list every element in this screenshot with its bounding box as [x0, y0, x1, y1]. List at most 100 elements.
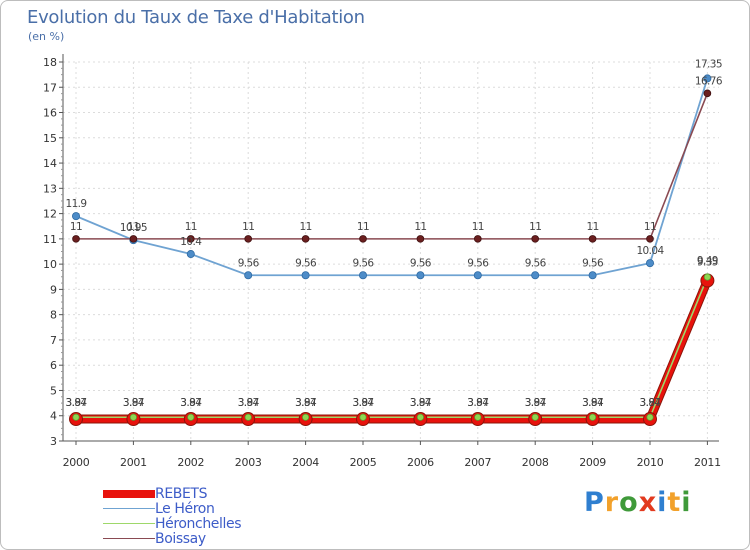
data-label-le-heron: 9.56 — [410, 257, 432, 269]
data-label-boissay: 16.76 — [695, 75, 723, 87]
x-tick-label: 2011 — [694, 456, 721, 469]
x-tick-label: 2006 — [407, 456, 434, 469]
y-tick-label: 17 — [43, 81, 57, 94]
data-label-boissay: 11 — [644, 221, 656, 233]
data-label-boissay: 11 — [127, 221, 139, 233]
x-tick-label: 2009 — [579, 456, 606, 469]
chart-subtitle: (en %) — [28, 30, 65, 43]
legend-label: REBETS — [155, 485, 208, 502]
x-tick-label: 2008 — [522, 456, 549, 469]
data-label-boissay: 11 — [472, 221, 484, 233]
point-heronchelles — [588, 413, 597, 421]
point-le-heron — [416, 271, 425, 280]
point-le-heron — [358, 271, 367, 280]
legend-swatch — [103, 489, 155, 498]
data-label-rebets: 3.87 — [467, 397, 488, 409]
data-label-heronchelles: 3.94 — [467, 397, 489, 409]
data-label-heronchelles: 3.94 — [295, 397, 317, 409]
data-label-rebets: 3.87 — [410, 397, 431, 409]
series-line-heronchelles — [76, 276, 709, 419]
legend-label: Boissay — [155, 530, 206, 547]
point-heronchelles — [72, 413, 80, 421]
point-heronchelles — [129, 413, 137, 421]
point-heronchelles — [531, 413, 539, 421]
y-tick-label: 3 — [50, 435, 57, 448]
data-label-le-heron: 10.04 — [636, 245, 664, 257]
chart-legend: REBETS Le Héron Héronchelles Boissay — [103, 485, 242, 547]
data-label-heronchelles: 3.94 — [582, 397, 604, 409]
data-label-le-heron: 9.56 — [238, 257, 260, 269]
data-label-boissay: 11 — [414, 221, 426, 233]
y-tick-label: 4 — [50, 410, 57, 423]
data-label-rebets: 3.87 — [295, 397, 316, 409]
point-le-heron — [244, 271, 253, 280]
y-tick-label: 12 — [43, 208, 57, 221]
proxiti-logo: Proxiti — [584, 487, 692, 518]
data-label-heronchelles: 3.94 — [66, 397, 88, 409]
y-tick-label: 6 — [50, 359, 57, 372]
legend-swatch — [103, 507, 155, 510]
series-line-rebets — [72, 277, 711, 423]
point-le-heron — [301, 271, 310, 280]
chart-title: Evolution du Taux de Taxe d'Habitation — [27, 7, 365, 28]
y-tick-label: 18 — [43, 56, 57, 69]
point-heronchelles — [474, 413, 482, 421]
data-label-rebets: 3.87 — [640, 397, 661, 409]
data-label-rebets: 3.87 — [238, 397, 259, 409]
point-le-heron — [186, 250, 195, 259]
data-label-le-heron: 17.35 — [695, 58, 722, 70]
data-label-boissay: 11 — [529, 221, 541, 233]
logo-letter: P — [584, 487, 605, 518]
data-label-heronchelles: 3.94 — [525, 397, 547, 409]
x-tick-label: 2004 — [292, 456, 319, 469]
legend-item: Héronchelles — [103, 515, 242, 532]
series-line-rebets-outline — [71, 276, 712, 424]
y-tick-label: 8 — [50, 309, 57, 322]
data-label-rebets: 3.87 — [66, 397, 87, 409]
legend-swatch — [103, 537, 155, 540]
y-tick-label: 15 — [43, 132, 57, 145]
point-boissay — [646, 235, 654, 243]
data-label-boissay: 11 — [587, 221, 599, 233]
point-boissay — [703, 89, 712, 98]
data-label-heronchelles: 9.49 — [697, 255, 718, 267]
y-tick-label: 7 — [50, 334, 57, 347]
y-tick-label: 10 — [43, 258, 57, 271]
logo-letter: i — [657, 487, 668, 518]
legend-label: Héronchelles — [155, 515, 242, 532]
logo-letter: i — [681, 487, 692, 518]
x-tick-label: 2000 — [63, 456, 90, 469]
y-tick-label: 11 — [43, 233, 57, 246]
data-label-boissay: 11 — [242, 221, 254, 233]
data-label-heronchelles: 3.94 — [238, 397, 260, 409]
y-tick-label: 13 — [43, 182, 57, 195]
point-heronchelles — [359, 413, 367, 421]
y-tick-label: 14 — [43, 157, 57, 170]
logo-letter: o — [619, 487, 639, 518]
data-label-boissay: 11 — [357, 221, 369, 233]
point-heronchelles — [187, 413, 195, 421]
legend-swatch — [103, 522, 155, 525]
x-tick-label: 2010 — [637, 456, 664, 469]
point-heronchelles — [416, 413, 424, 421]
data-label-heronchelles: 3.94 — [123, 397, 145, 409]
data-label-le-heron: 9.56 — [525, 257, 547, 269]
point-heronchelles — [301, 413, 310, 421]
data-label-rebets: 3.87 — [353, 397, 374, 409]
y-tick-label: 5 — [50, 384, 57, 397]
point-le-heron — [72, 212, 81, 221]
y-tick-label: 9 — [50, 283, 57, 296]
data-label-rebets: 3.87 — [582, 397, 603, 409]
data-label-le-heron: 11.9 — [66, 198, 87, 210]
data-label-le-heron: 10.4 — [180, 236, 202, 248]
legend-label: Le Héron — [155, 500, 215, 517]
data-label-le-heron: 10.95 — [120, 222, 147, 234]
series-line-boissay — [76, 93, 709, 240]
point-boissay — [187, 235, 195, 243]
x-tick-label: 2005 — [350, 456, 377, 469]
logo-letter: t — [667, 487, 682, 518]
point-heronchelles — [703, 273, 712, 281]
point-le-heron — [473, 271, 482, 280]
